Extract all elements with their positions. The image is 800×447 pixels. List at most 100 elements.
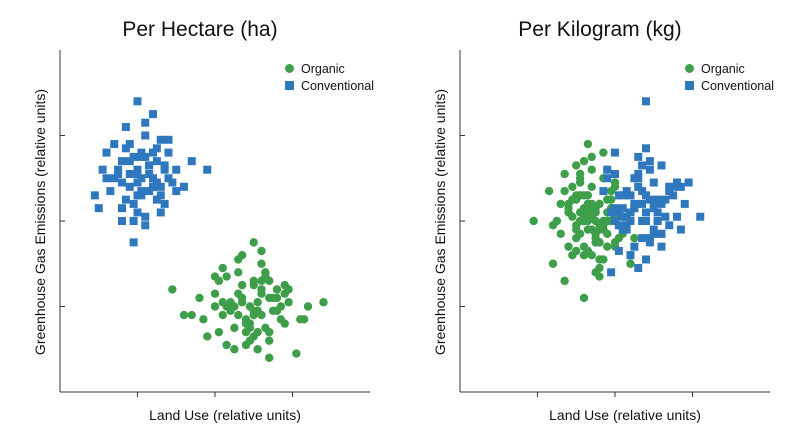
organic-point <box>579 156 589 166</box>
organic-point <box>284 298 293 307</box>
conventional-point <box>645 157 654 166</box>
conventional-point <box>187 157 196 166</box>
organic-point <box>265 353 274 362</box>
legend-item-organic: Organic <box>285 60 374 77</box>
conventional-point <box>129 199 138 208</box>
conventional-point <box>164 135 173 144</box>
organic-point <box>630 233 639 243</box>
organic-point <box>276 315 286 324</box>
organic-point <box>599 148 608 157</box>
conventional-point <box>638 217 647 225</box>
conventional-point <box>607 208 616 217</box>
conventional-point <box>156 182 165 191</box>
conventional-point <box>649 225 658 234</box>
organic-point <box>249 332 258 341</box>
conventional-point <box>649 204 658 213</box>
conventional-point <box>133 208 142 217</box>
organic-point <box>610 178 620 187</box>
organic-point <box>280 280 289 290</box>
chart-panel-per-hectare: Per Hectare (ha) Greenhouse Gas Emission… <box>32 18 374 423</box>
organic-point <box>276 302 286 311</box>
organic-point <box>249 280 258 290</box>
organic-point <box>222 272 231 281</box>
conventional-point <box>145 161 154 170</box>
conventional-point <box>137 191 146 200</box>
organic-point <box>237 298 247 307</box>
conventional-point <box>133 97 142 106</box>
x-axis-label: Land Use (relative units) <box>549 407 701 423</box>
conventional-point <box>626 251 635 260</box>
organic-point <box>575 169 585 179</box>
conventional-point <box>661 195 670 204</box>
x-axis-label: Land Use (relative units) <box>149 407 301 423</box>
organic-point <box>253 298 262 307</box>
organic-point <box>587 152 596 162</box>
legend-item-organic: Organic <box>685 60 774 77</box>
conventional-point <box>160 165 169 174</box>
conventional-point <box>611 169 619 178</box>
conventional-point <box>669 191 678 200</box>
organic-point <box>564 242 573 251</box>
conventional-point <box>653 217 662 225</box>
conventional-point <box>649 229 658 238</box>
organic-point <box>591 203 600 213</box>
organic-point <box>548 221 558 230</box>
conventional-point <box>676 225 685 234</box>
conventional-point <box>634 182 643 191</box>
conventional-point <box>657 161 666 170</box>
organic-point <box>237 280 247 290</box>
organic-point <box>572 161 581 170</box>
conventional-point <box>118 178 126 187</box>
organic-point <box>257 259 266 268</box>
organic-point <box>587 182 596 191</box>
organic-point <box>199 315 208 324</box>
conventional-point <box>110 174 119 183</box>
conventional-point <box>125 157 134 166</box>
organic-point <box>234 268 243 277</box>
conventional-point <box>145 187 154 196</box>
conventional-point <box>665 187 674 196</box>
organic-point <box>218 298 227 307</box>
conventional-point <box>614 221 623 230</box>
organic-point <box>556 229 565 239</box>
conventional-point <box>168 178 177 187</box>
conventional-point <box>696 212 705 221</box>
conventional-point <box>649 199 658 208</box>
organic-point <box>210 272 220 281</box>
conventional-point <box>141 152 150 161</box>
organic-point <box>214 327 224 337</box>
conventional-point <box>156 191 165 200</box>
conventional-point <box>172 165 181 174</box>
organic-point <box>560 169 569 179</box>
organic-point <box>606 186 616 196</box>
organic-point <box>575 216 585 226</box>
conventional-point <box>661 212 670 221</box>
conventional-point <box>152 195 161 204</box>
organic-point <box>583 208 593 217</box>
conventional-point <box>684 178 693 187</box>
organic-point <box>249 306 258 315</box>
conventional-point <box>611 148 619 157</box>
organic-point <box>579 251 589 260</box>
conventional-point <box>164 148 173 157</box>
organic-point <box>572 191 581 200</box>
conventional-point <box>156 208 165 217</box>
y-axis-label: Greenhouse Gas Emissions (relative units… <box>432 88 448 356</box>
organic-point <box>222 340 231 350</box>
conventional-point <box>665 221 674 230</box>
conventional-point <box>145 169 154 178</box>
legend-organic-label: Organic <box>701 61 745 76</box>
organic-point <box>230 323 239 333</box>
legend-organic-label: Organic <box>301 61 345 76</box>
organic-point <box>226 298 235 307</box>
organic-point <box>579 293 589 303</box>
conventional-point <box>94 204 103 213</box>
conventional-point <box>626 217 635 225</box>
organic-point <box>575 229 585 239</box>
legend-conventional-marker-icon <box>285 81 294 90</box>
organic-point <box>234 310 243 320</box>
conventional-point <box>118 204 126 213</box>
organic-point <box>595 221 604 230</box>
conventional-point <box>680 199 689 208</box>
legend-item-conventional: Conventional <box>685 77 774 94</box>
